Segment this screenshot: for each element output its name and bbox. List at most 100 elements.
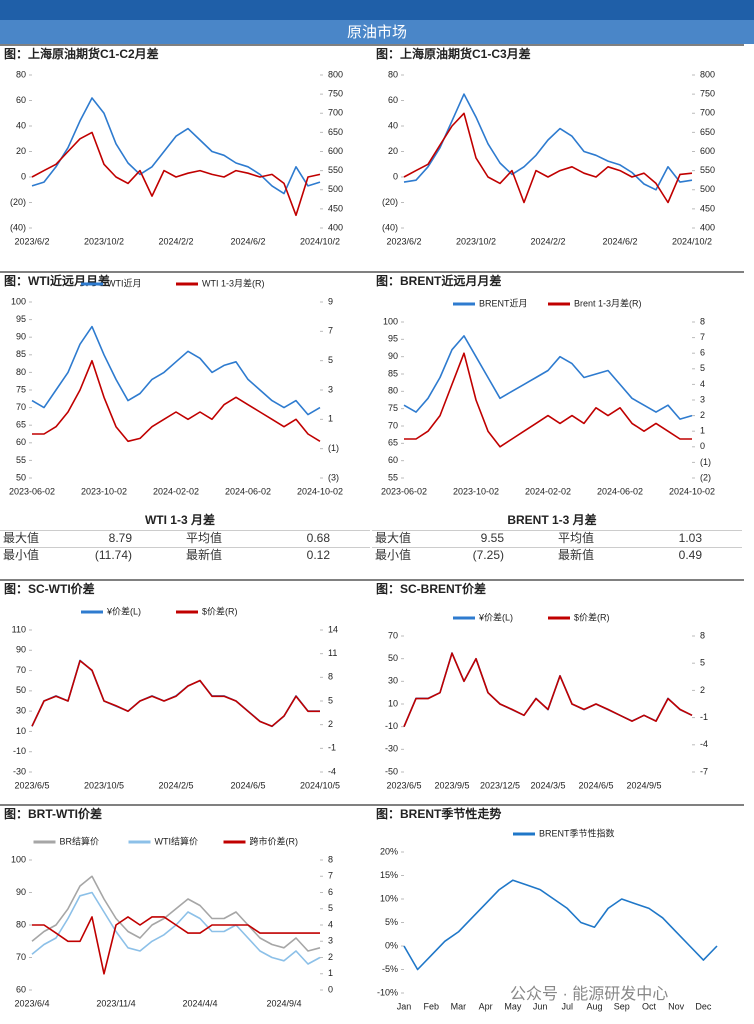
- y-tick-label: 0%: [385, 940, 398, 950]
- stats-cell: 0.68: [307, 531, 331, 545]
- y-tick-label: 30: [16, 706, 26, 716]
- y-tick-label: -50: [385, 766, 398, 776]
- chart-title: 图：BRENT近远月月差: [376, 273, 501, 288]
- x-tick-label: 2024/2/5: [158, 780, 193, 790]
- x-tick-label: 2023-06-02: [9, 486, 55, 496]
- y-tick-label: 55: [16, 455, 26, 465]
- y-tick-label: 5: [328, 695, 333, 705]
- y-tick-label: 90: [388, 351, 398, 361]
- y-tick-label: 70: [16, 952, 26, 962]
- legend-label: BRENT季节性指数: [539, 827, 615, 838]
- series-line: [403, 879, 718, 971]
- y-tick-label: (40): [10, 222, 26, 232]
- series-line: [32, 359, 321, 443]
- y-tick-label: 80: [388, 69, 398, 79]
- y-tick-label: 20: [388, 146, 398, 156]
- y-tick-label: 9: [328, 296, 333, 306]
- y-tick-label: -1: [328, 743, 336, 753]
- y-tick-label: 80: [16, 919, 26, 929]
- x-tick-label: 2024-02-02: [153, 486, 199, 496]
- x-tick-label: Apr: [479, 1001, 493, 1011]
- y-tick-label: 110: [12, 624, 26, 634]
- x-tick-label: 2023/12/5: [480, 780, 520, 790]
- legend-label: $价差(R): [202, 605, 238, 616]
- y-tick-label: 70: [388, 420, 398, 430]
- series-line: [31, 659, 320, 728]
- stats-title: BRENT 1-3 月差: [507, 512, 596, 527]
- series-line: [403, 112, 693, 204]
- series-line: [403, 652, 693, 728]
- y-tick-label: 100: [11, 296, 26, 306]
- chart-title: 图：SC-BRENT价差: [376, 581, 486, 596]
- chart-title: 图：WTI近远月月差: [4, 273, 110, 288]
- y-tick-label: 75: [388, 403, 398, 413]
- y-tick-label: 700: [700, 108, 715, 118]
- x-tick-label: Sep: [614, 1001, 630, 1011]
- stats-cell: 最小值: [375, 547, 411, 562]
- y-tick-label: 20: [16, 146, 26, 156]
- y-tick-label: 450: [328, 203, 343, 213]
- x-tick-label: 2024/6/5: [230, 780, 265, 790]
- legend-label: ¥价差(L): [106, 605, 141, 616]
- x-tick-label: Mar: [451, 1001, 467, 1011]
- y-tick-label: 100: [11, 854, 26, 864]
- x-tick-label: 2023/6/4: [14, 998, 49, 1008]
- y-tick-label: 650: [700, 127, 715, 137]
- chart-title: 图：SC-WTI价差: [4, 581, 95, 596]
- x-tick-label: 2024-10-02: [297, 486, 343, 496]
- series-line: [31, 97, 321, 195]
- y-tick-label: 5: [328, 355, 333, 365]
- header-band: [0, 0, 754, 20]
- y-tick-label: 50: [16, 685, 26, 695]
- x-tick-label: 2024/6/2: [602, 236, 637, 246]
- y-tick-label: 6: [328, 887, 333, 897]
- chart-title: 图：BRT-WTI价差: [4, 806, 102, 821]
- x-tick-label: 2024/2/2: [158, 236, 193, 246]
- y-tick-label: 70: [16, 402, 26, 412]
- y-tick-label: 0: [21, 171, 26, 181]
- legend-label: Brent 1-3月差(R): [574, 297, 642, 308]
- y-tick-label: (1): [328, 443, 339, 453]
- x-tick-label: 2024/9/5: [626, 780, 661, 790]
- y-tick-label: -10: [13, 746, 26, 756]
- legend-label: BR结算价: [60, 835, 100, 846]
- y-tick-label: 90: [16, 887, 26, 897]
- y-tick-label: 4: [700, 379, 705, 389]
- y-tick-label: 14: [328, 624, 338, 634]
- y-tick-label: 2: [700, 410, 705, 420]
- series-line: [31, 875, 321, 952]
- stats-cell: 1.03: [679, 531, 703, 545]
- series-line: [31, 891, 321, 965]
- y-tick-label: 70: [16, 665, 26, 675]
- y-tick-label: -4: [328, 766, 336, 776]
- y-tick-label: 65: [388, 438, 398, 448]
- y-tick-label: 0: [393, 171, 398, 181]
- y-tick-label: 2: [328, 719, 333, 729]
- y-tick-label: 500: [328, 184, 343, 194]
- y-tick-label: -30: [13, 766, 26, 776]
- y-tick-label: 1: [328, 414, 333, 424]
- x-tick-label: 2024-02-02: [525, 486, 571, 496]
- y-tick-label: 10: [16, 726, 26, 736]
- x-tick-label: 2024/10/5: [300, 780, 340, 790]
- header-title: 原油市场: [347, 24, 407, 41]
- series-line: [32, 916, 320, 975]
- y-tick-label: 40: [388, 120, 398, 130]
- y-tick-label: 1: [700, 426, 705, 436]
- x-tick-label: 2023-10-02: [81, 486, 127, 496]
- x-tick-label: 2024/10/2: [672, 236, 712, 246]
- x-tick-label: 2024/3/5: [530, 780, 565, 790]
- y-tick-label: 7: [328, 871, 333, 881]
- y-tick-label: 6: [700, 348, 705, 358]
- x-tick-label: 2024/4/4: [182, 998, 217, 1008]
- x-tick-label: Feb: [423, 1001, 439, 1011]
- y-tick-label: 40: [16, 120, 26, 130]
- y-tick-label: 60: [16, 437, 26, 447]
- x-tick-label: 2023/10/2: [84, 236, 124, 246]
- series-line: [31, 131, 321, 217]
- x-tick-label: Jul: [562, 1001, 574, 1011]
- y-tick-label: -4: [700, 739, 708, 749]
- chart-title: 图：BRENT季节性走势: [376, 806, 501, 821]
- stats-cell: 0.49: [679, 548, 703, 562]
